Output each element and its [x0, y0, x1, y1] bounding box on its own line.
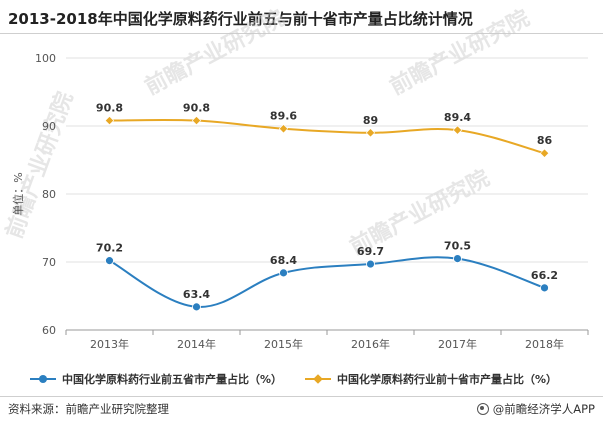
series-1-data-label: 70.2	[96, 242, 123, 255]
x-tick-label: 2018年	[525, 337, 564, 351]
series-line-1	[109, 256, 545, 308]
brand-logo-icon	[476, 403, 489, 415]
legend-swatch-circle-icon	[30, 373, 56, 385]
series-1-data-label: 70.5	[444, 240, 471, 253]
series-1-point	[192, 302, 201, 312]
brand-credit-text: @前瞻经济学人APP	[492, 402, 595, 416]
x-tick-label: 2015年	[264, 337, 303, 351]
series-1-point	[540, 283, 549, 293]
watermark-text: 前瞻产业研究院	[1, 88, 78, 242]
series-2-data-label: 89	[363, 114, 378, 127]
x-tick-label: 2014年	[177, 337, 216, 351]
brand-credit: @前瞻经济学人APP	[476, 401, 595, 417]
series-2-data-label: 90.8	[96, 102, 123, 115]
series-1-point	[279, 268, 288, 278]
y-tick-label: 90	[42, 120, 56, 133]
series-1-data-label: 68.4	[270, 254, 297, 267]
title-divider	[0, 33, 603, 34]
series-1-data-label: 69.7	[357, 245, 384, 258]
series-1-point	[453, 254, 462, 264]
series-2-point	[104, 115, 115, 126]
legend: 中国化学原料药行业前五省市产量占比（%） 中国化学原料药行业前十省市产量占比（%…	[0, 368, 603, 390]
chart-title: 2013-2018年中国化学原料药行业前五与前十省市产量占比统计情况	[8, 10, 473, 28]
series-2-data-label: 86	[537, 134, 553, 147]
series-2-data-label: 89.6	[270, 110, 297, 123]
series-line-2	[109, 118, 545, 155]
series-2-point	[365, 128, 376, 138]
series-2-point	[278, 124, 289, 134]
y-tick-label: 60	[42, 324, 56, 337]
series-2-data-label: 90.8	[183, 102, 210, 115]
y-tick-label: 100	[35, 52, 56, 65]
legend-label-top10: 中国化学原料药行业前十省市产量占比（%）	[337, 373, 558, 386]
series-2-point	[191, 115, 202, 126]
y-axis-label: 单位：%	[11, 172, 25, 215]
axes: 60 70 80 90 100 2013年 2014年 2015年 2016年 2017年 2018…	[11, 52, 589, 351]
data-label-layer: 70.2 63.4 68.4 69.7 70.5 66.2 90.8 90.8 89.6 89 89…	[96, 102, 558, 301]
series-1-data-label: 66.2	[531, 269, 558, 282]
grid-lines	[66, 57, 588, 263]
legend-item-top5[interactable]: 中国化学原料药行业前五省市产量占比（%）	[30, 368, 282, 390]
x-tick-label: 2013年	[90, 337, 129, 351]
series-1-point	[366, 259, 375, 269]
x-tick-label: 2017年	[438, 337, 477, 351]
series-2-data-label: 89.4	[444, 111, 471, 124]
legend-swatch-diamond-icon	[305, 373, 331, 385]
legend-label-top5: 中国化学原料药行业前五省市产量占比（%）	[62, 373, 283, 386]
series-2-point	[539, 148, 550, 158]
series-layer	[104, 115, 550, 312]
watermark-text: 前瞻产业研究院	[386, 5, 534, 100]
series-2-point	[452, 125, 463, 135]
watermark-text: 前瞻产业研究院	[141, 5, 289, 100]
x-tick-label: 2016年	[351, 337, 390, 351]
legend-item-top10[interactable]: 中国化学原料药行业前十省市产量占比（%）	[305, 368, 557, 390]
series-1-data-label: 63.4	[183, 288, 210, 301]
y-tick-label: 80	[42, 188, 56, 201]
source-note: 资料来源：前瞻产业研究院整理	[8, 402, 169, 416]
y-tick-label: 70	[42, 256, 56, 269]
footer-divider	[0, 396, 603, 397]
series-1-point	[105, 256, 114, 266]
